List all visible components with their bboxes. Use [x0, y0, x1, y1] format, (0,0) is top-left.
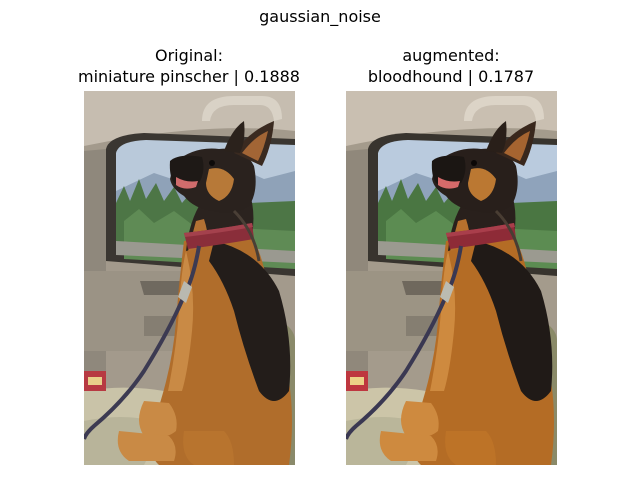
panel-title-original: Original: miniature pinscher | 0.1888: [59, 45, 319, 87]
augmented-dog-photo: [346, 91, 557, 465]
dog-photo-svg: [84, 91, 295, 465]
figure-title: gaussian_noise: [259, 7, 381, 26]
panel-title-line2: bloodhound | 0.1787: [367, 67, 535, 86]
original-dog-photo: [84, 91, 295, 465]
panel-title-augmented: augmented: bloodhound | 0.1787: [321, 45, 581, 87]
panel-title-line1: augmented:: [402, 46, 500, 65]
panel-title-line1: Original:: [155, 46, 223, 65]
panel-title-line2: miniature pinscher | 0.1888: [78, 67, 300, 86]
dog-photo-noisy-svg: [346, 91, 557, 465]
